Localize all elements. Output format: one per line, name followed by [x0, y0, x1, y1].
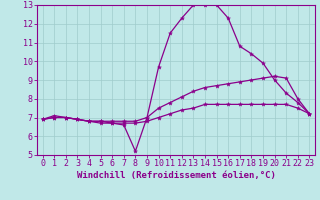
- X-axis label: Windchill (Refroidissement éolien,°C): Windchill (Refroidissement éolien,°C): [76, 171, 276, 180]
